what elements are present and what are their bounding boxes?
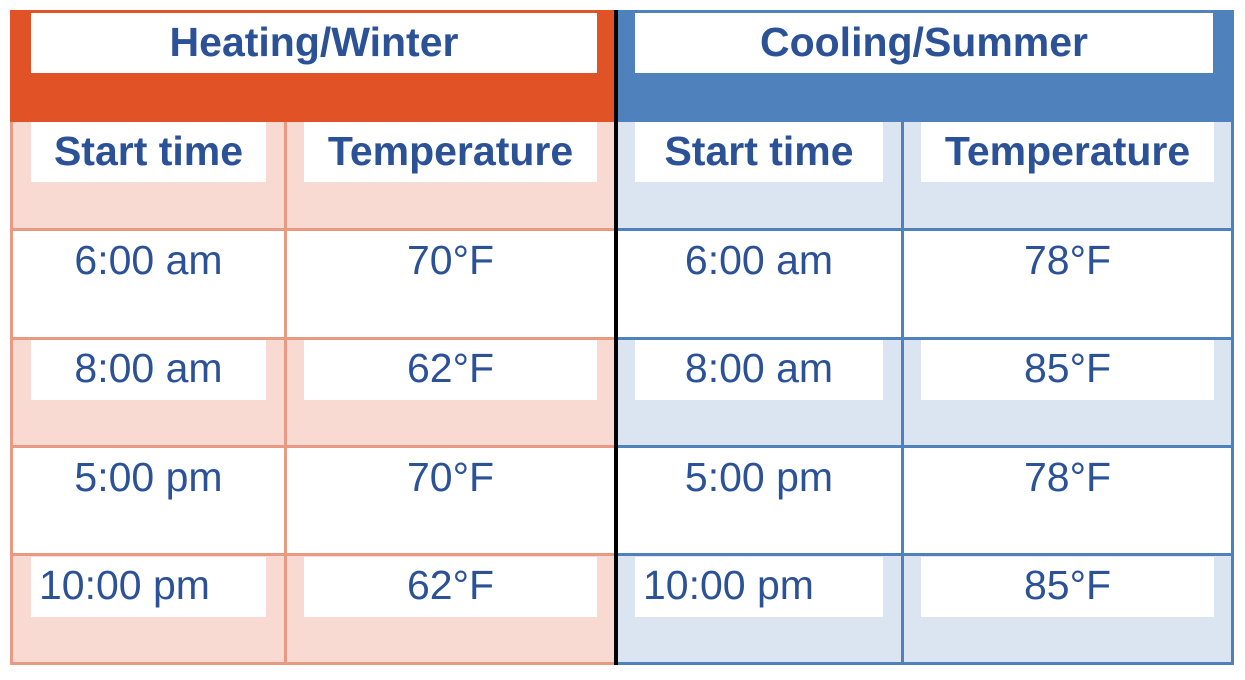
heating-row-2-time: 8:00 am [31, 340, 266, 400]
heating-row-line [10, 553, 615, 556]
cooling-right-border [1231, 122, 1234, 664]
heating-row-1-time: 6:00 am [74, 237, 223, 283]
heating-row-line [10, 445, 615, 448]
cooling-row-1-temp: 78°F [1023, 237, 1112, 283]
heating-left-border [10, 122, 13, 664]
cooling-start-time-header: Start time [635, 122, 883, 182]
heating-temperature-header: Temperature [304, 122, 597, 182]
cooling-temperature-header: Temperature [921, 122, 1214, 182]
heating-row-line [10, 228, 615, 231]
heating-row-1-temp: 70°F [406, 237, 495, 283]
cooling-bottom-border [617, 662, 1234, 665]
cooling-row-4-temp: 85°F [921, 557, 1214, 617]
cooling-row-2-temp: 85°F [921, 340, 1214, 400]
cooling-column-divider [901, 122, 904, 664]
heating-row-4-temp: 62°F [304, 557, 597, 617]
heating-row-2-temp: 62°F [304, 340, 597, 400]
heating-row-3-temp: 70°F [406, 454, 495, 500]
heating-row-4-time: 10:00 pm [31, 557, 266, 617]
section-divider [614, 10, 618, 665]
cooling-row-3-time: 5:00 pm [684, 454, 834, 500]
heating-row-3-time: 5:00 pm [74, 454, 223, 500]
heating-row-line [10, 337, 615, 340]
heating-title: Heating/Winter [31, 13, 597, 73]
cooling-row-line [617, 553, 1234, 556]
heating-column-divider [284, 122, 287, 664]
cooling-row-line [617, 228, 1234, 231]
cooling-title: Cooling/Summer [635, 13, 1213, 73]
cooling-row-3-temp: 78°F [1023, 454, 1112, 500]
cooling-row-line [617, 445, 1234, 448]
cooling-row-line [617, 337, 1234, 340]
heating-bottom-border [10, 662, 615, 665]
heating-start-time-header: Start time [31, 122, 266, 182]
cooling-row-4-time: 10:00 pm [635, 557, 883, 617]
cooling-row-2-time: 8:00 am [635, 340, 883, 400]
cooling-row-1-time: 6:00 am [684, 237, 834, 283]
